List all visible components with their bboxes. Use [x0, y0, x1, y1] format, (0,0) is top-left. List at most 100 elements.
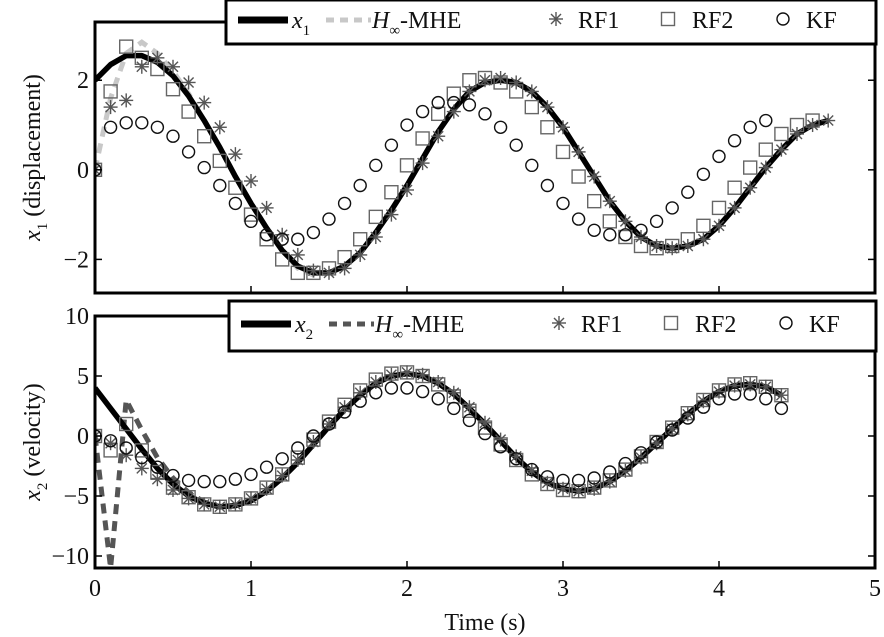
hinf-mhe-line [95, 371, 783, 568]
circle-marker [743, 120, 757, 134]
kf-series [95, 95, 773, 246]
circle-marker [571, 212, 586, 226]
plot-area [95, 39, 836, 281]
square-marker [399, 158, 415, 173]
x-axis-label: Time (s) [444, 610, 525, 636]
circle-marker [306, 429, 321, 443]
circle-marker [681, 411, 695, 425]
circle-marker [779, 316, 793, 330]
square-marker [446, 86, 461, 101]
y-tick-label: 0 [77, 158, 89, 184]
circle-marker [400, 118, 414, 132]
square-marker [540, 120, 555, 135]
square-marker [275, 252, 290, 267]
square-marker [181, 104, 196, 119]
circle-marker [462, 98, 477, 112]
circle-marker [696, 400, 711, 414]
x-tick-label: 0 [89, 576, 101, 602]
square-marker [353, 232, 368, 247]
circle-marker [587, 223, 601, 237]
circle-marker [649, 435, 664, 449]
circle-marker [166, 468, 180, 483]
y-tick-label: −2 [63, 247, 89, 273]
square-marker [660, 11, 676, 27]
circle-marker [150, 460, 165, 474]
circle-marker [228, 472, 243, 486]
square-marker [431, 106, 446, 122]
true-state-line [95, 370, 783, 510]
circle-marker [493, 120, 508, 134]
circle-marker [696, 167, 711, 181]
circle-marker [431, 392, 445, 406]
y-tick-label: 5 [77, 364, 89, 390]
square-marker [663, 315, 679, 331]
y-tick-label: −5 [63, 484, 89, 510]
square-marker [368, 209, 383, 225]
circle-marker [197, 160, 211, 175]
chart-panel-bottom: −10 −5 0 5 10 0 1 2 3 4 5 Time (s) x2 (velocity) x2 H∞… [20, 299, 881, 636]
y-tick-label: 0 [77, 424, 89, 450]
circle-marker [776, 12, 790, 26]
rf1-series [95, 365, 789, 514]
circle-marker [556, 473, 570, 488]
circle-marker [259, 228, 274, 242]
legend-label-true: x1 [291, 8, 310, 39]
circle-marker [727, 387, 742, 401]
circle-marker [400, 381, 414, 395]
square-marker [555, 144, 571, 160]
circle-marker [509, 138, 523, 152]
circle-marker [103, 434, 118, 448]
square-marker [212, 153, 228, 169]
circle-marker [275, 232, 289, 246]
circle-marker [103, 120, 118, 134]
square-marker [774, 126, 789, 142]
circle-marker [727, 134, 742, 148]
kf-series [95, 381, 789, 489]
circle-marker [306, 225, 321, 240]
circle-marker [166, 129, 180, 143]
square-marker [228, 180, 243, 195]
circle-marker [618, 228, 633, 242]
circle-marker [634, 223, 648, 237]
circle-marker [228, 196, 243, 211]
square-marker [571, 169, 586, 184]
circle-marker [603, 228, 617, 242]
legend-label-kf: KF [806, 8, 837, 34]
square-marker [618, 229, 633, 245]
circle-marker [353, 394, 367, 408]
circle-marker [384, 138, 399, 152]
square-marker [696, 218, 711, 234]
circle-marker [493, 440, 508, 454]
circle-marker [135, 116, 149, 130]
circle-marker [525, 462, 539, 477]
circle-marker [759, 113, 773, 128]
legend-label-rf1: RF1 [578, 8, 619, 34]
circle-marker [525, 158, 539, 173]
circle-marker [774, 401, 789, 416]
circle-marker [244, 214, 258, 229]
circle-marker [119, 116, 133, 130]
circle-marker [197, 474, 211, 489]
circle-marker [181, 473, 196, 488]
square-marker [602, 214, 617, 229]
rf1-series [95, 50, 836, 280]
square-marker [587, 193, 602, 209]
x-tick-label: 2 [401, 576, 413, 602]
circle-marker [119, 441, 133, 455]
x-tick-label: 4 [713, 576, 725, 602]
x-tick-label: 5 [869, 576, 881, 602]
legend-box [224, 0, 878, 46]
circle-marker [540, 470, 555, 484]
circle-marker [556, 196, 570, 211]
circle-marker [431, 95, 445, 110]
circle-marker [415, 384, 430, 399]
legend: x2 H∞-MHE RF1 RF2 KF [227, 299, 878, 353]
axes-frame [93, 314, 877, 570]
square-marker [743, 160, 758, 175]
y-axis-label: x2 (velocity) [20, 383, 51, 501]
circle-marker [649, 214, 664, 229]
axes-frame [93, 20, 877, 295]
legend: x1 H∞-MHE RF1 RF2 KF [224, 0, 878, 46]
square-marker [711, 200, 727, 216]
y-axis-label: x1 (displacement) [20, 74, 51, 242]
